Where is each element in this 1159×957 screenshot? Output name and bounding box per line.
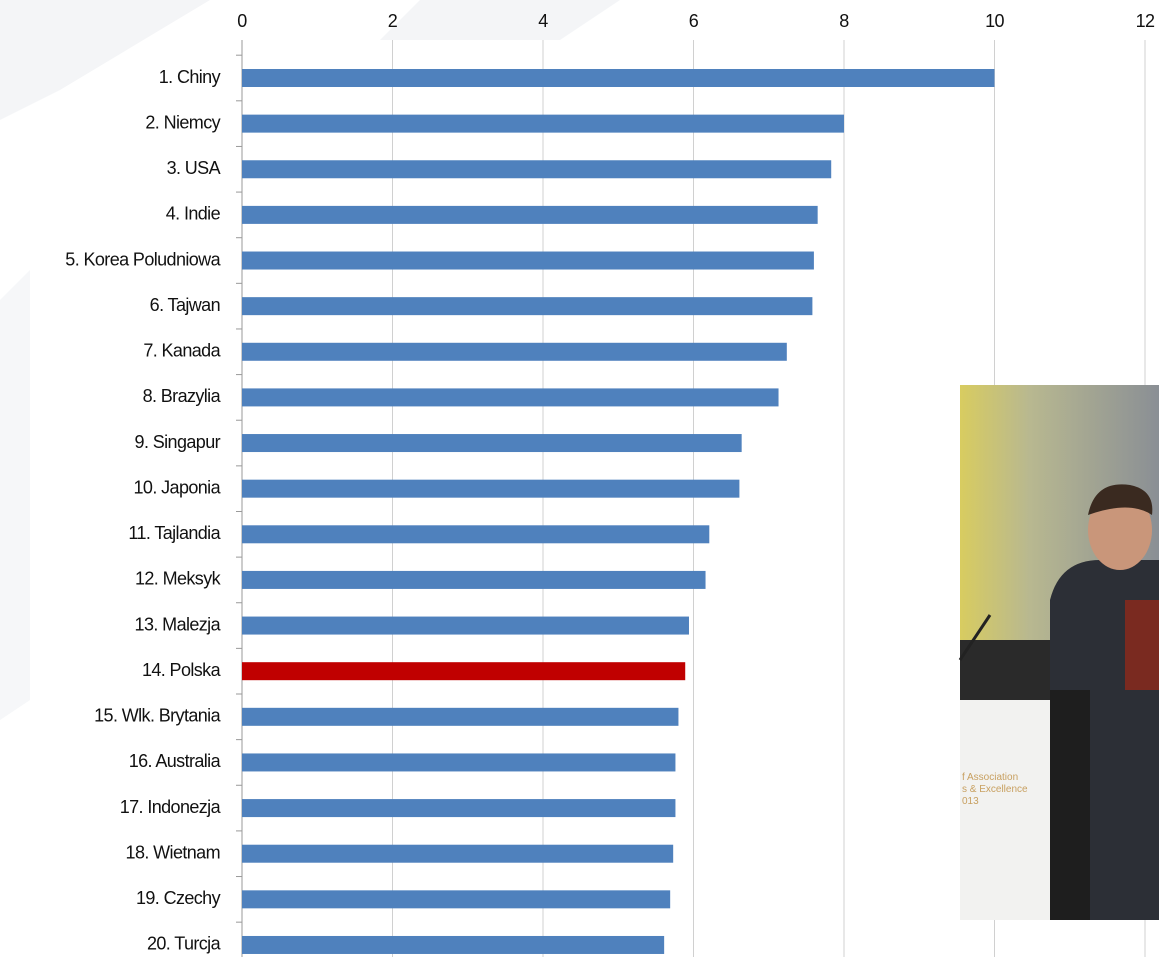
- y-tick-label: 18. Wietnam: [126, 842, 220, 862]
- y-tick-label: 11. Tajlandia: [128, 523, 221, 543]
- bar: [242, 935, 665, 954]
- y-tick-label: 1. Chiny: [159, 67, 221, 87]
- bar: [242, 388, 779, 407]
- photo-text-line: f Association: [962, 772, 1018, 783]
- podium: [960, 700, 1055, 920]
- person-hair: [1088, 484, 1153, 515]
- y-tick-label: 8. Brazylia: [143, 386, 222, 406]
- background: [0, 0, 620, 720]
- y-tick-label: 12. Meksyk: [135, 569, 222, 589]
- bar: [242, 69, 995, 87]
- y-tick-label: 16. Australia: [129, 751, 222, 771]
- bar: [242, 114, 844, 133]
- photo-text: f Association s & Excellence 013: [962, 772, 1028, 807]
- x-tick-label: 8: [839, 11, 849, 31]
- bars: [242, 69, 995, 954]
- bar: [242, 707, 679, 726]
- bar: [242, 205, 818, 224]
- podium-side: [1050, 690, 1090, 920]
- y-tick-label: 14. Polska: [142, 660, 222, 680]
- bar: [242, 479, 740, 498]
- bar: [242, 844, 674, 863]
- y-tick-label: 10. Japonia: [134, 477, 222, 497]
- y-tick-label: 7. Kanada: [143, 341, 221, 361]
- microphone: [958, 614, 992, 661]
- y-tick-label: 2. Niemcy: [145, 112, 220, 132]
- bar: [242, 297, 813, 316]
- y-tick-label: 20. Turcja: [147, 934, 222, 954]
- labels: 0 2 4 6 8 10 12 1. Chiny 2. Niemcy 3. USA 4. Indie…: [65, 11, 1155, 954]
- y-tick-label: 9. Singapur: [135, 432, 221, 452]
- x-tick-label: 6: [689, 11, 699, 31]
- y-tick-label: 19. Czechy: [136, 888, 221, 908]
- bar: [242, 251, 814, 270]
- y-tick-label: 4. Indie: [166, 204, 221, 224]
- y-tick-label: 15. Wlk. Brytania: [94, 706, 221, 726]
- y-tick-label: 17. Indonezja: [120, 797, 222, 817]
- bar: [242, 799, 676, 818]
- bar: [242, 616, 689, 635]
- y-tick-label: 5. Korea Poludniowa: [65, 249, 221, 269]
- photo-text-line: s & Excellence: [962, 784, 1028, 795]
- bar: [242, 525, 710, 544]
- y-tick-label: 6. Tajwan: [150, 295, 220, 315]
- bar: [242, 570, 706, 589]
- photo: f Association s & Excellence 013: [958, 385, 1159, 920]
- bar: [242, 434, 742, 453]
- bar: [242, 890, 671, 909]
- x-tick-label: 12: [1136, 11, 1155, 31]
- bar: [242, 662, 686, 681]
- photo-text-line: 013: [962, 796, 979, 807]
- x-tick-label: 10: [985, 11, 1004, 31]
- bar: [242, 753, 676, 772]
- x-tick-label: 0: [237, 11, 247, 31]
- y-tick-label: 13. Malezja: [135, 614, 222, 634]
- bar: [242, 160, 832, 179]
- x-tick-label: 2: [388, 11, 398, 31]
- x-tick-label: 4: [538, 11, 548, 31]
- award: [1125, 600, 1159, 690]
- bar: [242, 342, 787, 361]
- y-tick-label: 3. USA: [167, 158, 221, 178]
